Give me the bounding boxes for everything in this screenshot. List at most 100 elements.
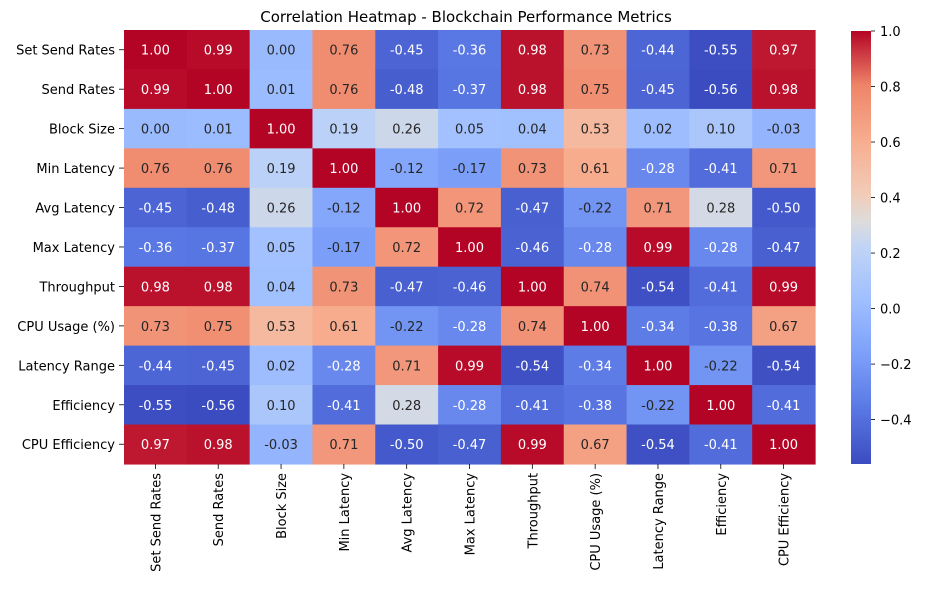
heatmap-cell (752, 424, 816, 465)
cell-value-label: 0.99 (204, 44, 233, 59)
heatmap-cell (438, 108, 502, 149)
row-label: Throughput (38, 280, 115, 295)
heatmap-cell (752, 227, 816, 268)
heatmap-cell (752, 187, 816, 228)
cell-value-label: 0.04 (518, 123, 547, 138)
cell-value-label: -0.37 (453, 83, 487, 98)
cell-value-label: -0.47 (767, 241, 801, 256)
heatmap-cell (563, 108, 628, 149)
heatmap-cell (249, 148, 314, 189)
row-label: CPU Efficiency (22, 438, 115, 453)
heatmap-cell (249, 108, 314, 149)
heatmap-cell (124, 424, 188, 465)
heatmap-cell (249, 227, 314, 268)
heatmap-cell (626, 266, 690, 307)
heatmap-cell (689, 345, 753, 386)
row-label: Max Latency (33, 241, 116, 256)
heatmap-cell (249, 266, 314, 307)
heatmap-cell (124, 306, 188, 347)
heatmap-cell (312, 424, 376, 465)
cell-value-label: -0.56 (704, 83, 738, 98)
heatmap-cell (563, 227, 628, 268)
heatmap-cells: 1.00 0.99 0.00 0.76 -0.45 -0.36 0.98 0.73 -0.44 -… (124, 30, 816, 465)
colorbar-tick-label: 0.2 (880, 247, 901, 262)
heatmap-cell (500, 148, 565, 189)
heatmap-cell (626, 69, 690, 110)
cell-value-label: 0.75 (204, 320, 233, 335)
heatmap-cell (186, 424, 251, 465)
cell-value-label: -0.55 (704, 44, 738, 59)
cell-value-label: -0.48 (390, 83, 424, 98)
heatmap-cell (563, 424, 628, 465)
row-label: Efficiency (52, 399, 115, 414)
cell-value-label: 1.00 (204, 83, 233, 98)
cell-value-label: -0.45 (201, 359, 235, 374)
cell-value-label: -0.54 (767, 359, 801, 374)
cell-value-label: 0.73 (518, 162, 547, 177)
cell-value-label: 1.00 (706, 399, 735, 414)
heatmap-cell (312, 187, 376, 228)
cell-value-label: 1.00 (518, 280, 547, 295)
cell-value-label: -0.54 (641, 280, 675, 295)
cell-value-label: -0.22 (704, 359, 738, 374)
col-label: Max Latency (464, 473, 479, 556)
heatmap-cell (626, 148, 690, 189)
heatmap-cell (500, 227, 565, 268)
cell-value-label: -0.48 (201, 202, 235, 217)
heatmap-cell (312, 266, 376, 307)
heatmap-cell (312, 148, 376, 189)
heatmap-cell (312, 108, 376, 149)
cell-value-label: 0.98 (518, 44, 547, 59)
cell-value-label: 0.72 (455, 202, 484, 217)
heatmap-cell (249, 345, 314, 386)
heatmap-cell (375, 424, 439, 465)
heatmap-cell (752, 30, 816, 71)
heatmap-cell (249, 424, 314, 465)
heatmap-cell (563, 69, 628, 110)
heatmap-cell (312, 30, 376, 71)
cell-value-label: -0.55 (139, 399, 173, 414)
heatmap-cell (563, 345, 628, 386)
cell-value-label: -0.47 (390, 280, 424, 295)
cell-value-label: 0.97 (141, 438, 170, 453)
heatmap-cell (438, 69, 502, 110)
cell-value-label: 0.98 (204, 438, 233, 453)
cell-value-label: 0.02 (267, 359, 296, 374)
heatmap-cell (500, 69, 565, 110)
cell-value-label: 0.76 (329, 44, 358, 59)
cell-value-label: -0.34 (578, 359, 612, 374)
heatmap-cell (752, 266, 816, 307)
cell-value-label: -0.45 (390, 44, 424, 59)
heatmap-cell (563, 30, 628, 71)
colorbar-tick-label: −0.4 (880, 414, 912, 429)
heatmap-cell (186, 266, 251, 307)
cell-value-label: -0.03 (767, 123, 801, 138)
heatmap-cell (689, 30, 753, 71)
heatmap-cell (249, 69, 314, 110)
cell-value-label: 0.05 (455, 123, 484, 138)
heatmap-cell (438, 385, 502, 426)
heatmap-cell (689, 385, 753, 426)
cell-value-label: 0.10 (267, 399, 296, 414)
cell-value-label: 0.73 (581, 44, 610, 59)
heatmap-cell (752, 69, 816, 110)
cell-value-label: -0.47 (516, 202, 550, 217)
cell-value-label: 0.97 (769, 44, 798, 59)
heatmap-cell (500, 108, 565, 149)
heatmap-cell (752, 306, 816, 347)
cell-value-label: 0.72 (392, 241, 421, 256)
heatmap-cell (752, 385, 816, 426)
col-label: Min Latency (338, 473, 353, 552)
col-label: CPU Efficiency (778, 473, 793, 566)
cell-value-label: -0.03 (264, 438, 298, 453)
heatmap-cell (689, 108, 753, 149)
cell-value-label: -0.54 (641, 438, 675, 453)
cell-value-label: 0.19 (267, 162, 296, 177)
heatmap-cell (375, 148, 439, 189)
heatmap-cell (752, 345, 816, 386)
cell-value-label: -0.41 (704, 438, 738, 453)
cell-value-label: 1.00 (455, 241, 484, 256)
cell-value-label: -0.37 (201, 241, 235, 256)
cell-value-label: -0.12 (327, 202, 361, 217)
cell-value-label: 0.98 (141, 280, 170, 295)
